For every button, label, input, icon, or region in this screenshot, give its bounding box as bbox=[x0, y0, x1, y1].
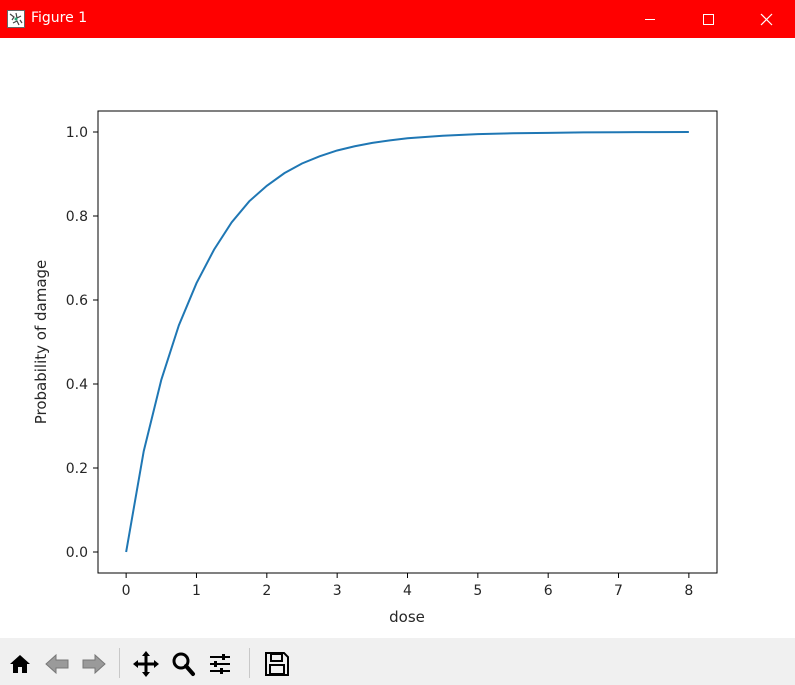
axes-frame bbox=[97, 110, 718, 574]
x-axis-ticks: 0 1 2 3 4 5 6 7 8 bbox=[122, 573, 693, 599]
toolbar-separator bbox=[119, 648, 120, 678]
y-tick-label: 1.0 bbox=[66, 125, 88, 141]
minimize-icon bbox=[645, 19, 655, 20]
close-button[interactable] bbox=[737, 0, 795, 38]
minimize-button[interactable] bbox=[621, 0, 679, 38]
line-chart: 0 1 2 3 4 5 6 7 8 0.0 0.2 0.4 0.6 0.8 1.0 dose Probab… bbox=[32, 110, 718, 626]
series-line bbox=[125, 131, 689, 553]
pan-button[interactable] bbox=[129, 647, 161, 679]
zoom-icon bbox=[172, 652, 195, 676]
save-button[interactable] bbox=[260, 647, 292, 679]
x-tick-label: 3 bbox=[333, 583, 342, 599]
forward-icon bbox=[82, 653, 106, 675]
home-icon bbox=[10, 655, 30, 673]
forward-button[interactable] bbox=[77, 647, 109, 679]
y-tick-label: 0.0 bbox=[66, 545, 88, 561]
y-axis-ticks: 0.0 0.2 0.4 0.6 0.8 1.0 bbox=[66, 125, 98, 561]
y-tick-label: 0.6 bbox=[66, 293, 88, 309]
x-tick-label: 5 bbox=[473, 583, 482, 599]
close-icon bbox=[760, 13, 773, 26]
back-button[interactable] bbox=[40, 647, 72, 679]
x-tick-label: 6 bbox=[544, 583, 553, 599]
window-title: Figure 1 bbox=[31, 10, 88, 26]
x-tick-label: 0 bbox=[122, 583, 131, 599]
app-icon bbox=[7, 10, 25, 28]
home-button[interactable] bbox=[3, 647, 35, 679]
configure-subplots-button[interactable] bbox=[203, 647, 235, 679]
x-tick-label: 1 bbox=[192, 583, 201, 599]
back-icon bbox=[45, 653, 69, 675]
x-tick-label: 7 bbox=[614, 583, 623, 599]
pan-icon bbox=[133, 651, 159, 677]
toolbar-separator bbox=[249, 648, 250, 678]
x-tick-label: 2 bbox=[262, 583, 271, 599]
y-tick-label: 0.4 bbox=[66, 377, 88, 393]
y-tick-label: 0.8 bbox=[66, 209, 88, 225]
y-axis-label: Probability of damage bbox=[32, 260, 50, 425]
x-axis-label: dose bbox=[389, 608, 425, 626]
x-tick-label: 4 bbox=[403, 583, 412, 599]
title-bar: Figure 1 bbox=[0, 0, 795, 38]
save-icon bbox=[265, 652, 289, 676]
plot-area bbox=[98, 111, 717, 573]
zoom-button[interactable] bbox=[166, 647, 198, 679]
configure-subplots-icon bbox=[210, 654, 230, 674]
maximize-icon bbox=[703, 14, 714, 25]
maximize-button[interactable] bbox=[679, 0, 737, 38]
navigation-toolbar bbox=[0, 638, 795, 685]
x-tick-label: 8 bbox=[684, 583, 693, 599]
figure-canvas[interactable]: 0 1 2 3 4 5 6 7 8 0.0 0.2 0.4 0.6 0.8 1.0 dose Probab… bbox=[0, 38, 795, 638]
y-tick-label: 0.2 bbox=[66, 461, 88, 477]
